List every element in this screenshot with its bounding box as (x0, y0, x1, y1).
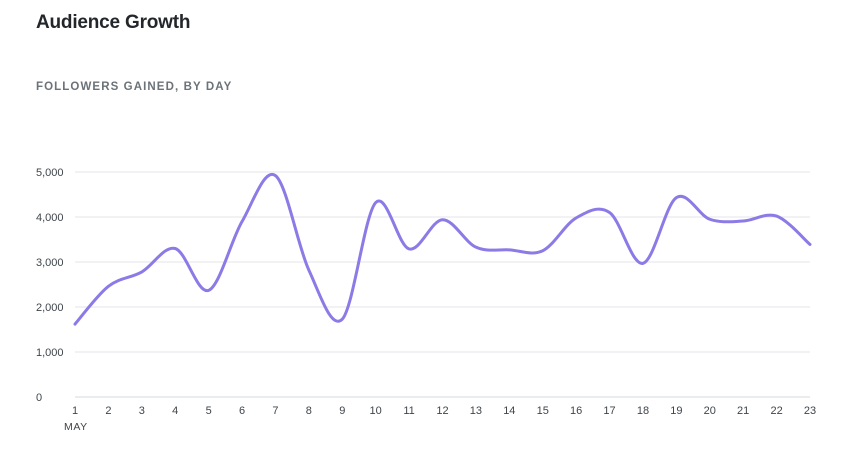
x-tick-label: 16 (570, 405, 582, 417)
x-tick-label: 21 (737, 405, 749, 417)
x-tick-label: 20 (704, 405, 716, 417)
data-point-day-1[interactable] (70, 319, 80, 329)
data-point-day-8[interactable] (304, 265, 314, 275)
x-tick-label: 23 (804, 405, 816, 417)
x-tick-label: 7 (272, 405, 278, 417)
data-point-day-22[interactable] (772, 211, 782, 221)
y-tick-label: 3,000 (36, 257, 64, 269)
data-point-day-6[interactable] (237, 217, 247, 227)
chart-subtitle: FOLLOWERS GAINED, BY DAY (36, 81, 233, 93)
x-tick-label: 2 (105, 405, 111, 417)
x-tick-label: 5 (206, 405, 212, 417)
data-point-day-23[interactable] (805, 239, 815, 249)
x-month-label: MAY (64, 421, 88, 433)
data-point-day-12[interactable] (438, 215, 448, 225)
x-tick-label: 13 (470, 405, 482, 417)
x-tick-label: 9 (339, 405, 345, 417)
data-point-day-2[interactable] (103, 281, 113, 291)
x-tick-label: 11 (403, 405, 414, 417)
data-point-day-5[interactable] (204, 285, 214, 295)
y-tick-label: 1,000 (36, 347, 64, 359)
x-tick-label: 18 (637, 405, 649, 417)
data-point-day-10[interactable] (371, 198, 381, 208)
x-tick-label: 4 (172, 405, 178, 417)
data-point-day-11[interactable] (404, 244, 414, 254)
data-point-day-9[interactable] (337, 314, 347, 324)
y-tick-label: 5,000 (36, 167, 64, 179)
x-tick-label: 3 (139, 405, 145, 417)
data-point-day-4[interactable] (170, 244, 180, 254)
x-tick-label: 19 (670, 405, 682, 417)
x-tick-label: 8 (306, 405, 312, 417)
y-tick-label: 4,000 (36, 212, 64, 224)
data-point-day-19[interactable] (671, 193, 681, 203)
data-point-day-3[interactable] (137, 267, 147, 277)
x-tick-label: 1 (72, 405, 78, 417)
data-point-day-16[interactable] (571, 213, 581, 223)
data-point-day-14[interactable] (504, 245, 514, 255)
page-title: Audience Growth (36, 12, 191, 33)
x-tick-label: 12 (436, 405, 448, 417)
data-point-day-13[interactable] (471, 242, 481, 252)
data-point-day-21[interactable] (738, 216, 748, 226)
x-tick-label: 10 (370, 405, 382, 417)
data-point-day-20[interactable] (705, 214, 715, 224)
x-tick-label: 17 (603, 405, 615, 417)
followers-series-line (73, 172, 812, 326)
data-point-day-17[interactable] (605, 208, 615, 218)
data-point-day-7[interactable] (270, 171, 280, 181)
y-tick-label: 0 (36, 392, 42, 404)
x-tick-label: 15 (537, 405, 549, 417)
data-point-day-18[interactable] (638, 258, 648, 268)
x-tick-label: 6 (239, 405, 245, 417)
x-tick-label: 22 (770, 405, 782, 417)
data-point-day-15[interactable] (538, 246, 548, 256)
x-tick-label: 14 (503, 405, 515, 417)
y-tick-label: 2,000 (36, 302, 64, 314)
